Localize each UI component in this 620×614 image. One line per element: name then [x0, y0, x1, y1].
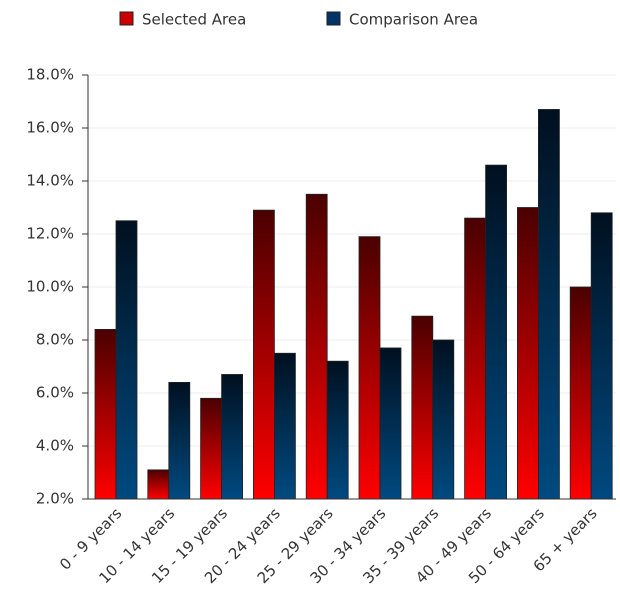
- y-tick-label: 18.0%: [26, 66, 74, 84]
- bar: [432, 339, 455, 500]
- bar: [358, 236, 381, 500]
- bar: [379, 347, 402, 500]
- bar: [168, 381, 191, 500]
- legend-label: Selected Area: [142, 11, 246, 29]
- y-tick-label: 16.0%: [26, 119, 74, 137]
- y-tick-label: 4.0%: [36, 437, 74, 455]
- bar: [464, 217, 487, 500]
- bar: [147, 469, 170, 500]
- bar: [305, 193, 328, 500]
- bar: [200, 397, 223, 500]
- bar: [273, 352, 296, 500]
- bar: [538, 109, 560, 500]
- legend-label: Comparison Area: [349, 11, 478, 29]
- bar: [590, 212, 613, 500]
- bar: [94, 328, 117, 500]
- legend-swatch: [326, 11, 341, 26]
- y-tick-label: 6.0%: [36, 384, 74, 402]
- bar: [221, 374, 244, 500]
- y-tick-label: 2.0%: [36, 490, 74, 508]
- bar: [517, 207, 539, 500]
- bar: [569, 286, 592, 500]
- bar: [252, 209, 275, 500]
- y-tick-label: 14.0%: [26, 172, 74, 190]
- y-tick-label: 12.0%: [26, 225, 74, 243]
- y-tick-label: 10.0%: [26, 278, 74, 296]
- legend-swatch: [119, 11, 134, 26]
- y-tick-label: 8.0%: [36, 331, 74, 349]
- bar: [485, 164, 508, 500]
- bar: [115, 220, 138, 500]
- bar: [411, 315, 434, 500]
- bar: [326, 360, 349, 500]
